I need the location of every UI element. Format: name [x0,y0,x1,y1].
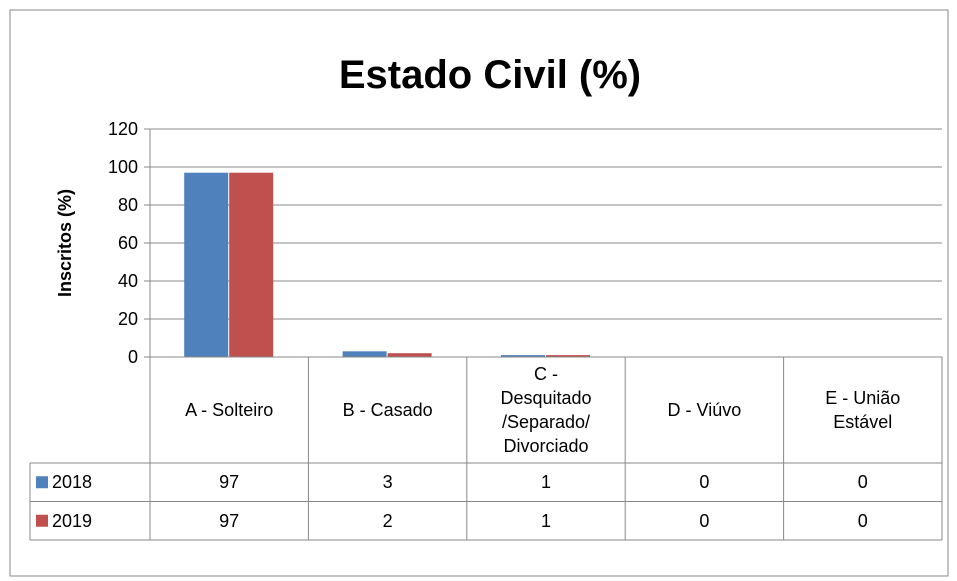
table-value: 0 [857,510,868,531]
category-label: A - Solteiro [185,400,274,420]
y-tick-label: 120 [107,119,138,139]
bar [229,172,274,357]
chart-frame [9,9,949,577]
table-value: 97 [219,510,240,531]
legend-label: 2019 [52,510,93,531]
y-tick-label: 100 [107,157,138,177]
table-value: 2 [382,510,393,531]
category-label: D - Viúvo [667,400,742,420]
bar [387,353,432,357]
category-label: C - Desquitado /Separado/ Divorciado [500,364,592,456]
table-value: 0 [699,510,710,531]
table-value: 0 [699,472,710,493]
table-value: 1 [540,510,551,531]
y-tick-label: 60 [117,233,138,253]
table-value: 1 [540,472,551,493]
bar [342,351,387,357]
bar [546,355,590,357]
bar [184,172,229,357]
category-label: E - União Estável [825,388,901,432]
y-tick-label: 40 [117,271,138,291]
legend-key [36,514,48,527]
y-tick-label: 80 [117,195,138,215]
table-value: 3 [382,472,393,493]
chart-title: Estado Civil (%) [338,53,642,97]
y-tick-label: 20 [117,309,138,329]
legend-key [36,476,48,489]
y-tick-label: 0 [127,347,138,367]
category-label: B - Casado [342,400,433,420]
legend-label: 2018 [52,472,93,493]
bar [501,355,545,357]
table-value: 97 [219,472,240,493]
table-value: 0 [857,472,868,493]
